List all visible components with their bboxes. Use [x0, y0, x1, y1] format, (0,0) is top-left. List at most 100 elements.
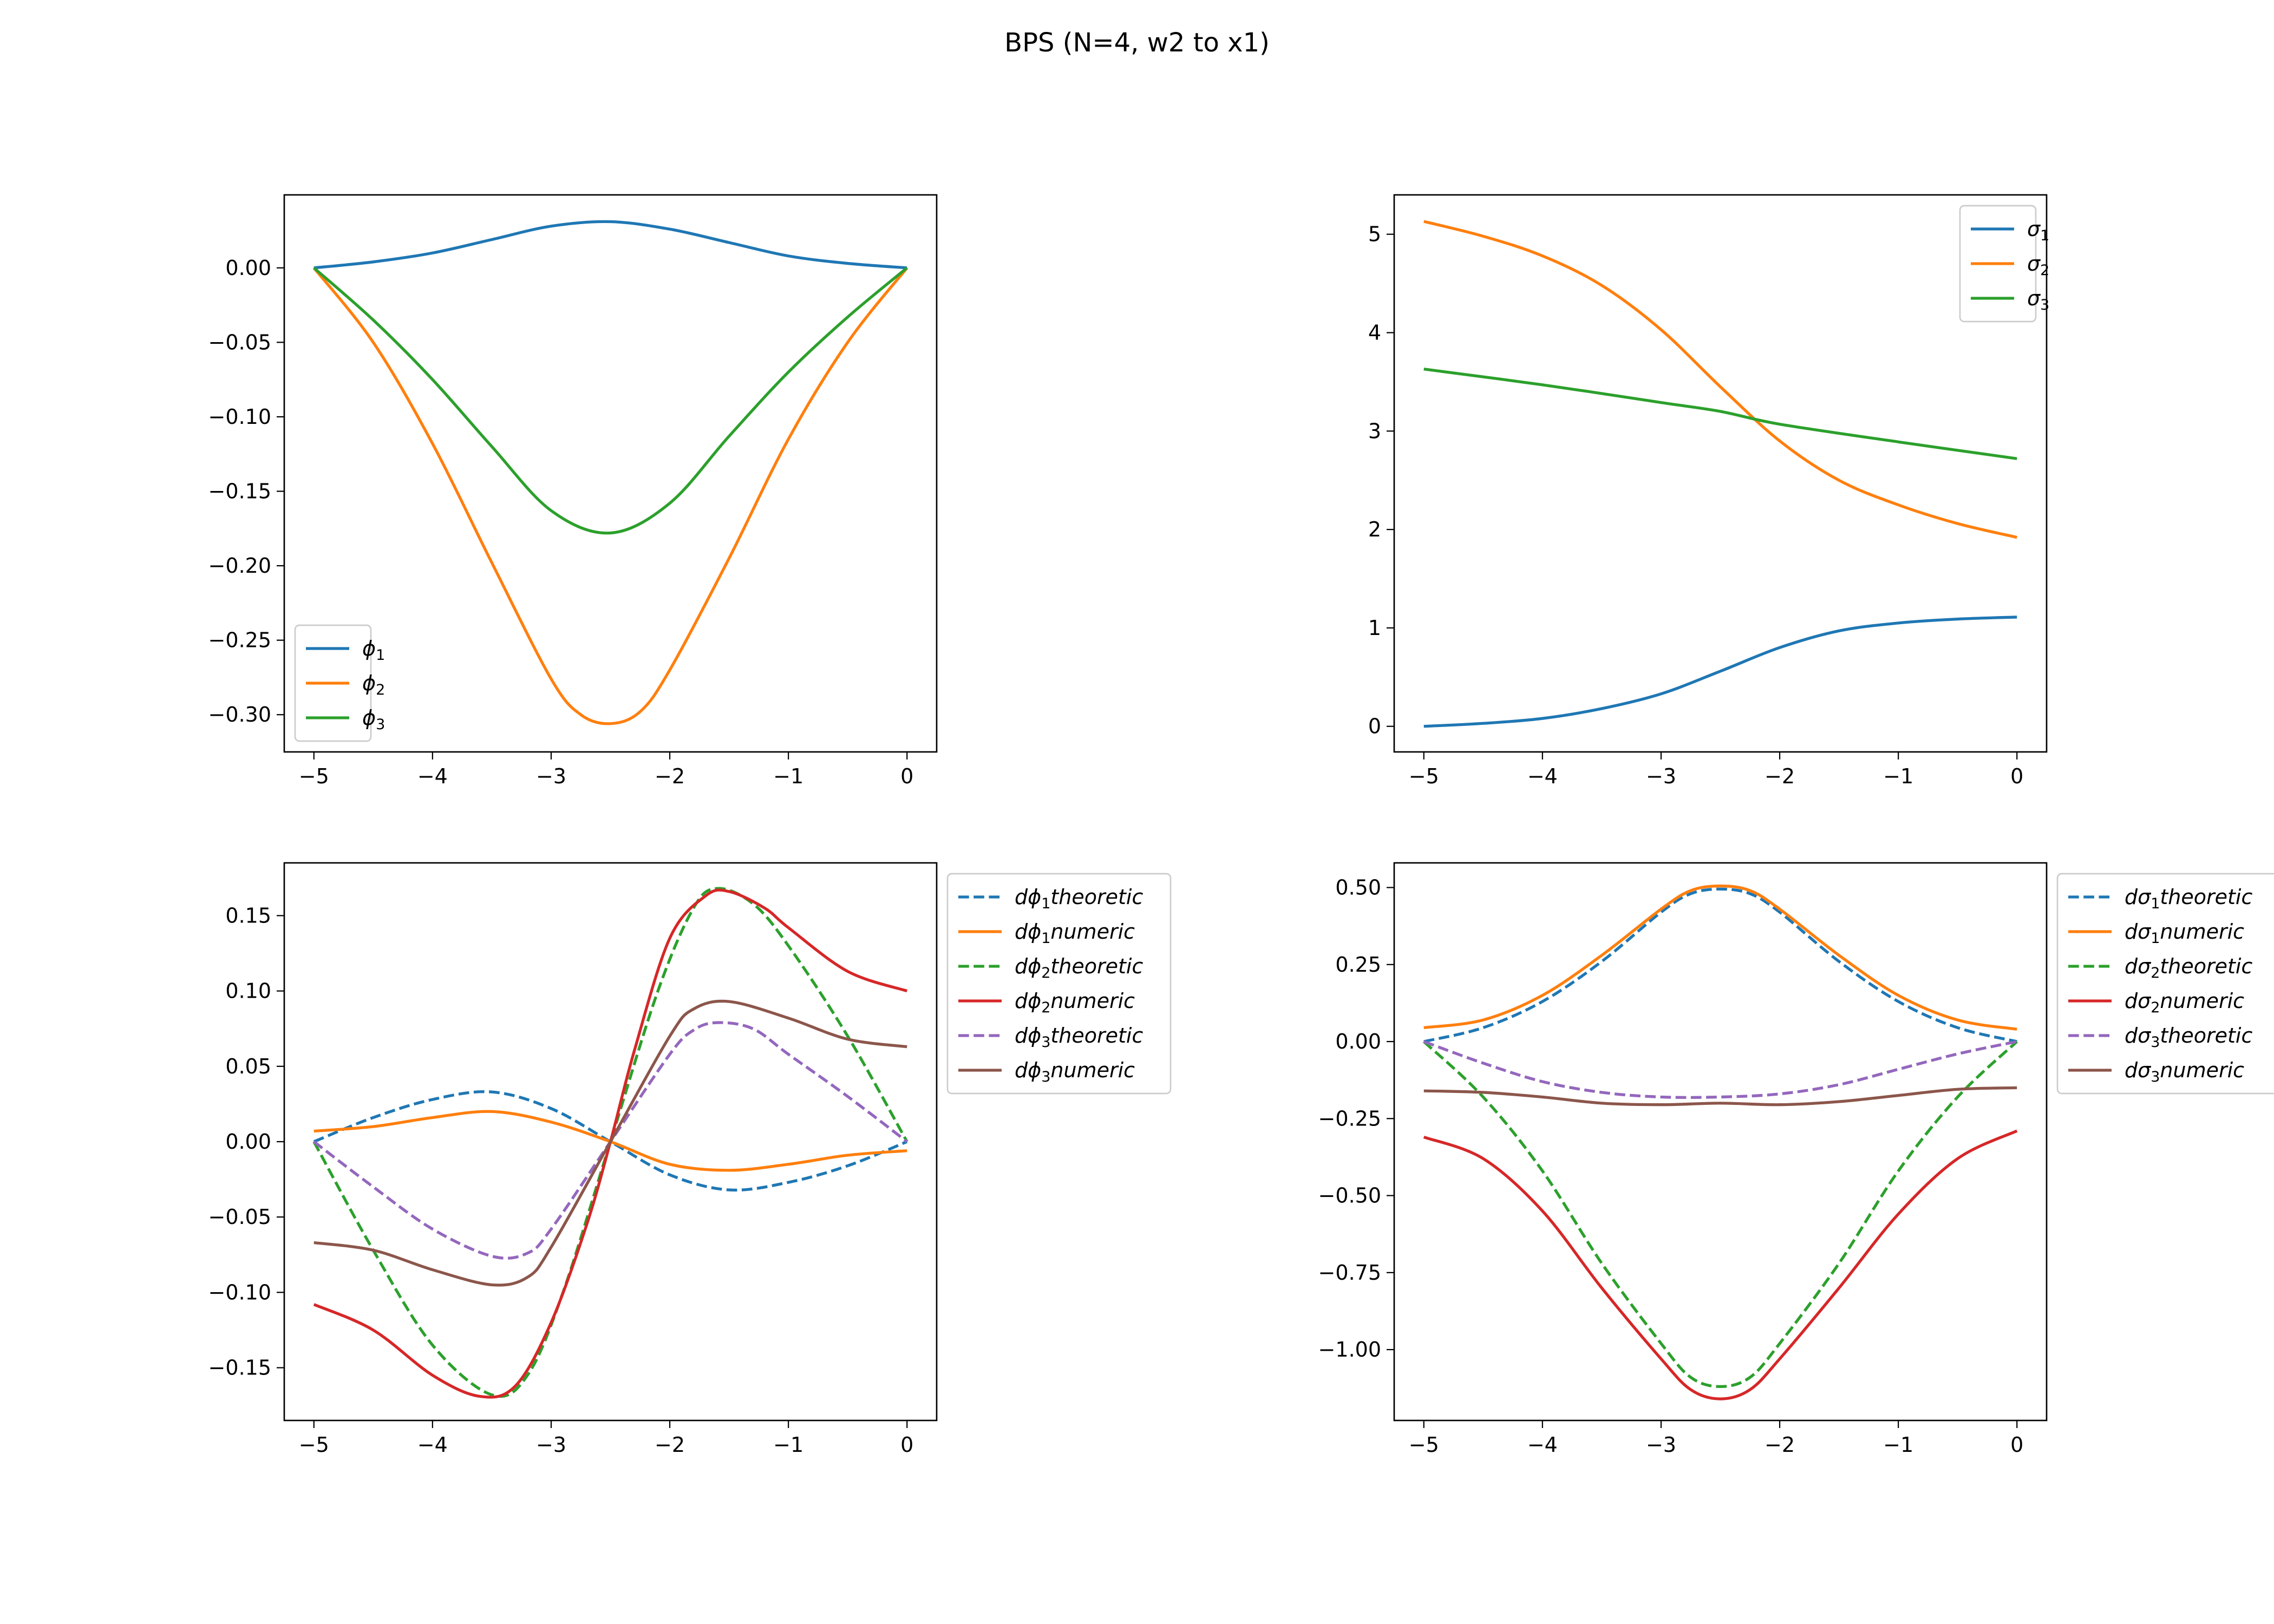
x-tick-label: −5	[299, 1433, 329, 1457]
legend-label: dσ1theoretic	[2125, 885, 2252, 912]
x-tick-label: −5	[299, 764, 329, 788]
legend-dphi: dϕ1theoretic dϕ1numeric dϕ2theoretic dϕ2num…	[946, 873, 1172, 1095]
legend-label: σ3	[2027, 286, 2049, 313]
y-tick-label: −0.20	[208, 554, 271, 578]
series-line-dsigma-1	[1423, 887, 2017, 1043]
x-tick-label: −1	[1883, 764, 1913, 788]
y-tick-label: 0.10	[225, 979, 271, 1003]
y-tick-label: 0.50	[1335, 876, 1381, 900]
y-tick-label: 1	[1368, 616, 1381, 640]
y-tick-label: 5	[1368, 222, 1381, 246]
x-tick-label: 0	[2010, 1433, 2023, 1457]
y-tick-label: 0.15	[225, 903, 271, 927]
legend-label: ϕ3	[362, 706, 385, 733]
series-lines-dsigma	[1422, 885, 2018, 1400]
series-line-dphi-4	[313, 888, 908, 1399]
x-tick-label: −2	[655, 764, 685, 788]
x-tick-label: −3	[536, 764, 566, 788]
legend-label: dσ2theoretic	[2125, 954, 2252, 981]
legend-label: σ1	[2027, 217, 2049, 244]
y-tick-label: −0.05	[208, 1205, 271, 1229]
y-tick-label: 0.05	[225, 1055, 271, 1078]
series-line-sigma-1	[1423, 615, 2017, 728]
series-line-dphi-5	[313, 1021, 908, 1260]
y-tick-label: −0.25	[208, 628, 271, 652]
x-tick-label: −3	[1646, 1433, 1676, 1457]
y-tick-label: −0.05	[208, 330, 271, 354]
x-tick-label: 0	[900, 1433, 913, 1457]
x-tick-label: −2	[1765, 1433, 1795, 1457]
y-tick-label: −0.75	[1318, 1261, 1381, 1285]
legend-label: dσ3numeric	[2125, 1058, 2244, 1085]
series-line-dsigma-4	[1423, 1129, 2018, 1400]
series-line-dphi-3	[312, 887, 909, 1398]
legend-label: dσ3theoretic	[2125, 1024, 2252, 1051]
y-tick-label: −1.00	[1318, 1338, 1381, 1361]
legend-label: dσ2numeric	[2125, 989, 2244, 1016]
axes-frame-sigma	[1393, 194, 2048, 753]
figure-title: BPS (N=4, w2 to x1)	[1004, 28, 1270, 58]
y-tick-label: −0.10	[208, 1280, 271, 1304]
y-tick-label: 3	[1368, 419, 1381, 443]
legend-label: dϕ1theoretic	[1015, 885, 1143, 912]
legend-label: dσ1numeric	[2125, 920, 2244, 947]
axes-frame-phi	[283, 194, 938, 753]
y-tick-label: 2	[1368, 518, 1381, 541]
y-tick-label: 0.00	[225, 1130, 271, 1154]
x-tick-label: −4	[417, 764, 448, 788]
series-line-phi-3	[313, 266, 908, 535]
series-line-dsigma-3	[1422, 1040, 2018, 1389]
series-line-dsigma-2	[1423, 885, 2017, 1031]
y-tick-label: −0.15	[208, 480, 271, 503]
legend-dsigma: dσ1theoretic dσ1numeric dσ2theoretic dσ2num…	[2056, 873, 2274, 1095]
subplot-dphi: −5 −4 −3 −2 −1 0 0.15 0.10 0.05 0.00 −0.05 −0.10 −0.…	[208, 862, 1172, 1457]
subplot-sigma: −5 −4 −3 −2 −1 0 0 1 2 3 4 5 σ1 σ2 σ3	[1368, 194, 2049, 788]
series-line-dphi-6	[313, 999, 907, 1287]
x-tick-label: −1	[773, 1433, 803, 1457]
legend-box	[946, 873, 1172, 1095]
x-tick-label: −2	[655, 1433, 685, 1457]
legend-label: dϕ2theoretic	[1015, 954, 1143, 981]
series-line-dsigma-6	[1423, 1086, 2017, 1106]
series-line-sigma-2	[1423, 220, 2017, 539]
legend-label: dϕ1numeric	[1015, 920, 1135, 947]
y-tick-label: −0.25	[1318, 1106, 1381, 1130]
y-tick-label: −0.30	[208, 703, 271, 726]
subplot-phi: −5 −4 −3 −2 −1 0 0.00 −0.05 −0.10 −0.15 −0.20 −0.25…	[208, 194, 938, 788]
x-tick-label: −4	[1527, 1433, 1558, 1457]
legend-sigma: σ1 σ2 σ3	[1959, 205, 2049, 323]
x-tick-label: −1	[1883, 1433, 1913, 1457]
y-tick-label: −0.50	[1318, 1184, 1381, 1208]
y-tick-label: 0.00	[1335, 1030, 1381, 1053]
y-tick-label: 0.00	[225, 256, 271, 280]
y-tick-label: −0.10	[208, 405, 271, 429]
x-tick-label: −5	[1409, 1433, 1439, 1457]
legend-box	[2056, 873, 2274, 1095]
y-tick-label: 0.25	[1335, 953, 1381, 977]
x-tick-label: 0	[2010, 764, 2023, 788]
y-tick-label: 0	[1368, 715, 1381, 738]
y-tick-label: −0.15	[208, 1356, 271, 1380]
legend-label: dϕ3theoretic	[1015, 1024, 1143, 1051]
legend-label: dϕ3numeric	[1015, 1058, 1135, 1085]
legend-phi: ϕ1 ϕ2 ϕ3	[294, 624, 385, 742]
y-tick-label: 4	[1368, 321, 1381, 345]
legend-label: σ2	[2027, 252, 2049, 279]
series-lines-sigma	[1423, 220, 2017, 728]
series-line-phi-2	[312, 267, 909, 725]
legend-label: dϕ2numeric	[1015, 989, 1135, 1016]
series-lines-dphi	[312, 887, 909, 1399]
axes-frame-dsigma	[1393, 862, 2048, 1422]
x-tick-label: 0	[900, 764, 913, 788]
series-lines-phi	[312, 220, 909, 725]
series-line-sigma-3	[1423, 368, 2017, 460]
legend-label: ϕ1	[362, 637, 385, 664]
x-tick-label: −1	[773, 764, 803, 788]
axes-layer: −5 −4 −3 −2 −1 0 0.00 −0.05 −0.10 −0.15 −0.20 −0.25…	[208, 194, 2274, 1457]
x-tick-label: −3	[536, 1433, 566, 1457]
legend-label: ϕ2	[362, 671, 385, 698]
x-tick-label: −3	[1646, 764, 1676, 788]
subplot-dsigma: −5 −4 −3 −2 −1 0 0.50 0.25 0.00 −0.25 −0.50 −0.75 −1…	[1318, 862, 2274, 1457]
